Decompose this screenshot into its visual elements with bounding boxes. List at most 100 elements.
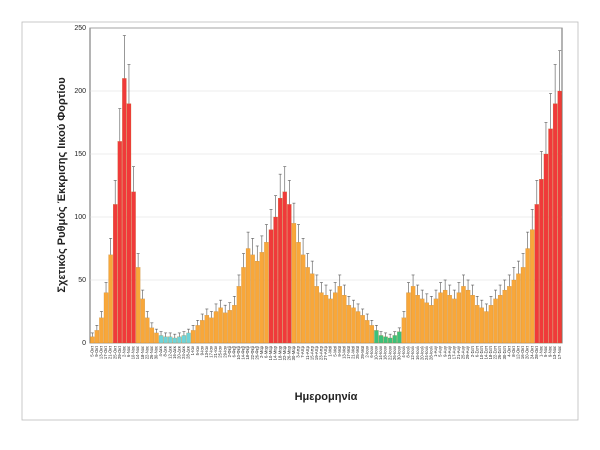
x-tick-label: 18-Μαρ (277, 345, 282, 360)
x-tick-label: 13-Μαϊ (341, 345, 346, 359)
bar (241, 267, 246, 344)
x-tick-label: 5-Μαϊ (332, 345, 337, 357)
x-tick-label: 17-Νοε (557, 346, 562, 359)
x-tick-label: 13-Ιαν (204, 346, 209, 358)
x-tick-label: 10-Σεπ (479, 346, 484, 360)
y-tick-label: 0 (82, 340, 86, 347)
x-tick-label: 5-Νοε (543, 346, 548, 357)
bar (507, 286, 512, 344)
x-tick-label: 14-Μαρ (273, 345, 278, 360)
x-tick-label: 30-Μαρ (291, 345, 296, 360)
x-tick-label: 3-Απρ (296, 345, 301, 357)
x-tick-label: 29-Ιαν (222, 346, 227, 358)
x-tick-label: 2-Σεπ (470, 346, 475, 357)
x-tick-label: 8-Οκτ (511, 346, 516, 357)
x-tick-label: 22-Μαρ (282, 345, 287, 360)
x-tick-label: 17-Ιαν (209, 346, 214, 358)
x-tick-label: 30-Νοε (154, 346, 159, 359)
y-tick-label: 250 (74, 25, 86, 32)
x-tick-label: 22-Σεπ (493, 346, 498, 360)
x-tick-label: 16-Δεκ (172, 345, 177, 359)
bar (516, 273, 521, 344)
x-tick-label: 4-Ιουλ (401, 345, 406, 358)
x-tick-label: 26-Σεπ (497, 346, 502, 360)
bar (250, 254, 255, 344)
x-tick-label: 29-Μαϊ (360, 345, 365, 359)
bar (108, 254, 113, 344)
bar (236, 286, 242, 344)
x-tick-label: 1-Αυγ (433, 345, 438, 357)
x-tick-label: 6-Μαρ (264, 345, 269, 358)
bar (310, 273, 315, 344)
bar (493, 298, 498, 344)
bar (525, 248, 530, 344)
x-tick-label: 5-Ιαν (195, 346, 200, 355)
bar (360, 315, 365, 344)
bar (543, 153, 549, 344)
bar (209, 317, 214, 344)
bar (378, 335, 384, 344)
x-tick-label: 17-Οκτ (103, 346, 108, 359)
x-tick-label: 22-Φεβ (250, 345, 255, 359)
bar (479, 307, 484, 344)
bar (351, 307, 356, 344)
x-tick-label: 5-Οκτ (89, 346, 94, 357)
x-tick-label: 4-Οκτ (506, 346, 511, 357)
x-tick-label: 24-Δεκ (181, 345, 186, 359)
x-tick-label: 10-Νοε (131, 346, 136, 359)
y-axis-label: Σχετικός Ρυθμός Έκκρισης Ιικού Φορτίου (56, 77, 68, 292)
x-tick-label: 20-Δεκ (176, 345, 181, 359)
x-tick-label: 25-Οκτ (112, 346, 117, 359)
y-tick-label: 150 (74, 151, 86, 158)
bar (365, 320, 370, 344)
x-tick-label: 2-Ιουν (364, 346, 369, 358)
bar (131, 191, 136, 344)
bar (410, 286, 416, 344)
bar (218, 307, 223, 344)
bar (534, 204, 539, 344)
x-tick-label: 13-Οκτ (99, 346, 104, 359)
bar (113, 204, 118, 344)
bar (172, 337, 177, 344)
bar (291, 223, 297, 344)
x-tick-label: 26-Μαρ (286, 345, 291, 360)
x-tick-label: 25-Αυγ (461, 345, 466, 359)
x-tick-label: 15-Απρ (309, 345, 314, 360)
bar (103, 292, 109, 344)
bar (548, 128, 553, 344)
bar (475, 305, 480, 344)
x-tick-label: 30-Σεπ (502, 346, 507, 360)
bar (461, 286, 466, 344)
x-tick-label: 4-Δεκ (158, 345, 163, 356)
x-tick-label: 26-Φεβ (254, 345, 259, 359)
x-tick-label: 21-Ιαν (213, 346, 218, 358)
bar (323, 295, 329, 344)
bar (346, 305, 352, 344)
x-tick-label: 6-Νοε (126, 346, 131, 357)
bar (300, 254, 306, 344)
x-tick-label: 24-Ιουλ (424, 345, 429, 360)
bar (383, 336, 388, 344)
bar (333, 292, 338, 344)
bar (433, 298, 439, 344)
x-tick-label: 22-Νοε (144, 346, 149, 359)
bar (420, 298, 425, 344)
bar (168, 336, 173, 344)
bar (195, 325, 200, 344)
bar (117, 141, 122, 344)
x-tick-label: 21-Μαϊ (351, 345, 356, 359)
x-tick-label: 29-Αυγ (465, 345, 470, 359)
bar (557, 90, 562, 344)
x-tick-label: 26-Νοε (149, 346, 154, 359)
bar (374, 330, 379, 344)
bar (424, 302, 429, 344)
x-tick-label: 12-Ιουλ (410, 345, 415, 360)
x-tick-label: 14-Φεβ (241, 345, 246, 359)
bar (273, 216, 278, 344)
bar (149, 327, 155, 344)
x-tick-label: 18-Σεπ (488, 346, 493, 360)
x-tick-label: 16-Οκτ (520, 346, 525, 359)
x-tick-label: 25-Μαϊ (355, 345, 360, 359)
x-axis-label: Ημερομηνία (295, 391, 358, 403)
